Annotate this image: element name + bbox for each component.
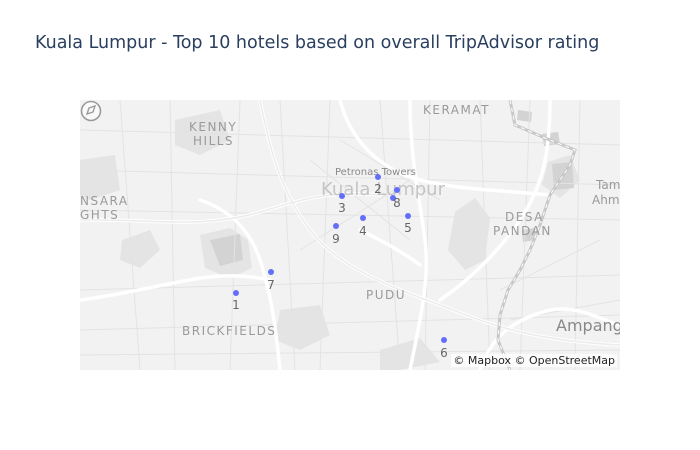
label-pandan: PANDAN <box>493 224 552 238</box>
label-kenny: KENNY <box>189 120 237 134</box>
hotel-point-5[interactable] <box>405 213 411 219</box>
hotel-marker-6[interactable]: 6 <box>440 337 448 360</box>
chart-title: Kuala Lumpur - Top 10 hotels based on ov… <box>35 33 600 53</box>
label-ghts: GHTS <box>80 208 119 222</box>
highway-casing <box>80 100 620 346</box>
park-areas <box>80 110 580 370</box>
map-view[interactable]: KERAMAT KENNY HILLS Petronas Towers Kual… <box>80 100 620 370</box>
map-canvas[interactable]: KERAMAT KENNY HILLS Petronas Towers Kual… <box>80 100 620 370</box>
hotel-point-4[interactable] <box>360 215 366 221</box>
hotel-point-6[interactable] <box>441 337 447 343</box>
hotel-label-6: 6 <box>440 346 448 360</box>
hotel-point-9[interactable] <box>333 223 339 229</box>
hotel-marker-1[interactable]: 1 <box>232 290 240 312</box>
hotel-marker-3[interactable]: 3 <box>338 193 346 215</box>
hotel-point-3[interactable] <box>339 193 345 199</box>
hotel-marker-9[interactable]: 9 <box>332 223 340 246</box>
map-attribution[interactable]: © Mapbox © OpenStreetMap <box>451 354 617 367</box>
hotel-point-8a[interactable] <box>394 187 400 193</box>
label-city: Kuala Lumpur <box>321 179 446 200</box>
hotel-point-1[interactable] <box>233 290 239 296</box>
hotel-point-8b[interactable] <box>390 195 396 201</box>
hotel-marker-2[interactable]: 2 <box>374 174 382 196</box>
hotel-label-1: 1 <box>232 298 240 312</box>
label-ampang: Ampang <box>556 316 620 335</box>
hotel-label-2: 2 <box>374 182 382 196</box>
hotel-label-9: 9 <box>332 232 340 246</box>
hotel-marker-4[interactable]: 4 <box>359 215 367 238</box>
hotel-label-3: 3 <box>338 201 346 215</box>
hotel-marker-7[interactable]: 7 <box>267 269 275 292</box>
label-tam: Tam <box>595 178 620 192</box>
hotel-label-8: 8 <box>393 196 401 210</box>
hotel-label-7: 7 <box>267 278 275 292</box>
district-boundary-dash <box>497 100 576 370</box>
hotel-point-2[interactable] <box>375 174 381 180</box>
hotel-point-7[interactable] <box>268 269 274 275</box>
label-keramat: KERAMAT <box>423 103 490 117</box>
label-ahmad: Ahma <box>592 193 620 207</box>
hotel-label-4: 4 <box>359 224 367 238</box>
label-brickfields: BRICKFIELDS <box>182 324 276 338</box>
label-pudu: PUDU <box>366 288 406 302</box>
hotel-marker-5[interactable]: 5 <box>404 213 412 235</box>
map-labels: KERAMAT KENNY HILLS Petronas Towers Kual… <box>80 103 620 338</box>
label-desa: DESA <box>505 210 544 224</box>
hotel-marker-8[interactable]: 8 <box>390 187 401 210</box>
label-hills: HILLS <box>193 134 234 148</box>
hotel-label-5: 5 <box>404 221 412 235</box>
label-petronas: Petronas Towers <box>335 167 416 178</box>
hotel-markers[interactable]: 1 2 3 4 5 6 7 <box>232 174 448 360</box>
label-nsara: NSARA <box>80 194 129 208</box>
mapbox-logo-icon[interactable] <box>80 100 102 122</box>
